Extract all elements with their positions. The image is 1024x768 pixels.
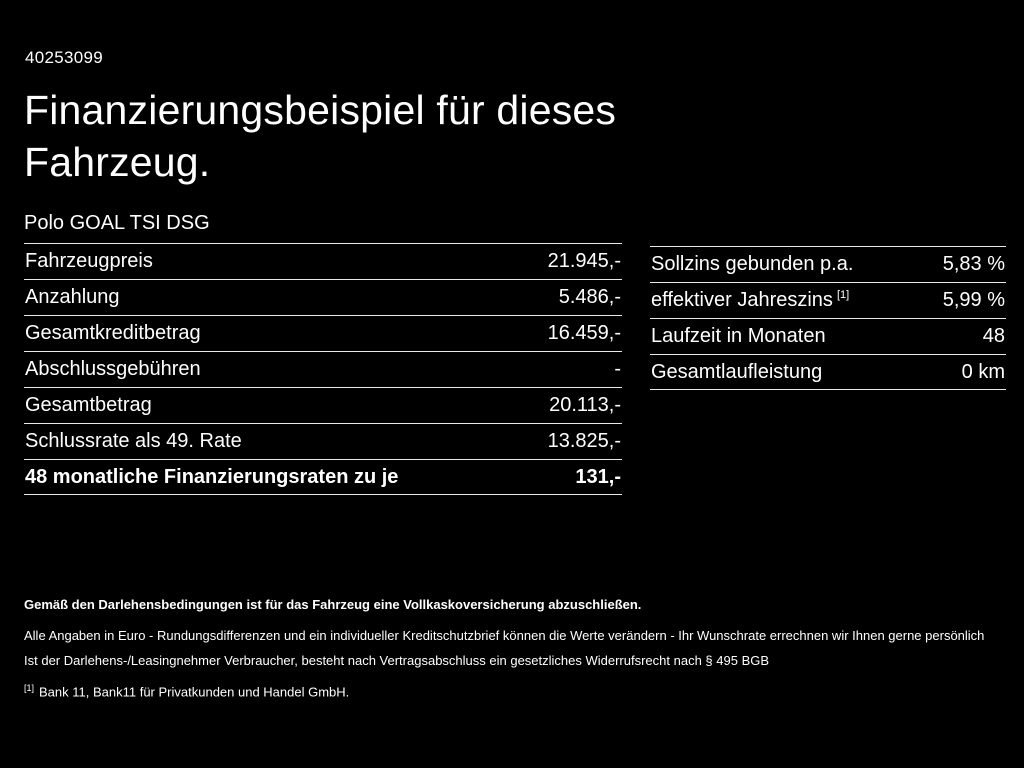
row-value: - xyxy=(614,358,621,380)
table-row: Fahrzeugpreis 21.945,- xyxy=(24,243,622,279)
financing-table-right: Sollzins gebunden p.a. 5,83 % effektiver… xyxy=(650,246,1006,390)
row-value: 21.945,- xyxy=(547,250,621,272)
row-label: Laufzeit in Monaten xyxy=(651,325,826,347)
table-row: Gesamtkreditbetrag 16.459,- xyxy=(24,315,622,351)
page-title-line-2: Fahrzeug. xyxy=(24,139,211,186)
row-label: Schlussrate als 49. Rate xyxy=(25,430,242,452)
row-value: 20.113,- xyxy=(549,394,621,416)
row-value: 48 xyxy=(982,325,1005,347)
footer-footnote: [1] Bank 11, Bank11 für Privatkunden und … xyxy=(24,683,1002,701)
table-row: Laufzeit in Monaten 48 xyxy=(650,318,1006,354)
row-label: Gesamtbetrag xyxy=(25,394,152,416)
row-value: 5.486,- xyxy=(558,286,621,308)
row-label: Anzahlung xyxy=(25,286,120,308)
table-row: effektiver Jahreszins [1] 5,99 % xyxy=(650,282,1006,318)
row-label: Sollzins gebunden p.a. xyxy=(651,253,854,275)
table-row-monthly-rate: 48 monatliche Finanzierungsraten zu je 1… xyxy=(24,459,622,495)
financing-table-left: Fahrzeugpreis 21.945,- Anzahlung 5.486,-… xyxy=(24,243,622,495)
table-row: Gesamtbetrag 20.113,- xyxy=(24,387,622,423)
footer-insurance-note: Gemäß den Darlehensbedingungen ist für d… xyxy=(24,597,642,612)
page-title: Finanzierungsbeispiel für dieses Fahrzeu… xyxy=(24,84,616,189)
row-label: Abschlussgebühren xyxy=(25,358,201,380)
footer-disclaimer-1: Alle Angaben in Euro - Rundungsdifferenz… xyxy=(24,628,985,644)
row-value: 131,- xyxy=(575,466,621,488)
vehicle-model: Polo GOAL TSI DSG xyxy=(24,212,210,234)
table-row: Schlussrate als 49. Rate 13.825,- xyxy=(24,423,622,459)
row-label: Gesamtkreditbetrag xyxy=(25,322,201,344)
row-label: Gesamtlaufleistung xyxy=(651,361,823,383)
table-row: Gesamtlaufleistung 0 km xyxy=(650,354,1006,390)
footnote-text: Bank 11, Bank11 für Privatkunden und Han… xyxy=(39,684,350,700)
row-value: 5,83 % xyxy=(942,253,1005,275)
table-row: Anzahlung 5.486,- xyxy=(24,279,622,315)
footnote-marker: [1] xyxy=(24,682,35,693)
table-row: Abschlussgebühren - xyxy=(24,351,622,387)
row-label: effektiver Jahreszins [1] xyxy=(651,289,850,311)
footer-disclaimer-2: Ist der Darlehens-/Leasingnehmer Verbrau… xyxy=(24,652,770,668)
page-title-line-1: Finanzierungsbeispiel für dieses xyxy=(24,87,617,133)
footnote-ref: [1] xyxy=(836,289,850,302)
row-label: Fahrzeugpreis xyxy=(25,250,153,272)
document-id: 40253099 xyxy=(25,48,104,67)
row-label: 48 monatliche Finanzierungsraten zu je xyxy=(25,466,399,488)
row-value: 13.825,- xyxy=(547,430,621,452)
footer-legal: Gemäß den Darlehensbedingungen ist für d… xyxy=(24,597,1002,700)
table-row: Sollzins gebunden p.a. 5,83 % xyxy=(650,246,1006,282)
row-value: 5,99 % xyxy=(942,289,1005,311)
row-value: 0 km xyxy=(961,361,1005,383)
row-value: 16.459,- xyxy=(547,322,621,344)
